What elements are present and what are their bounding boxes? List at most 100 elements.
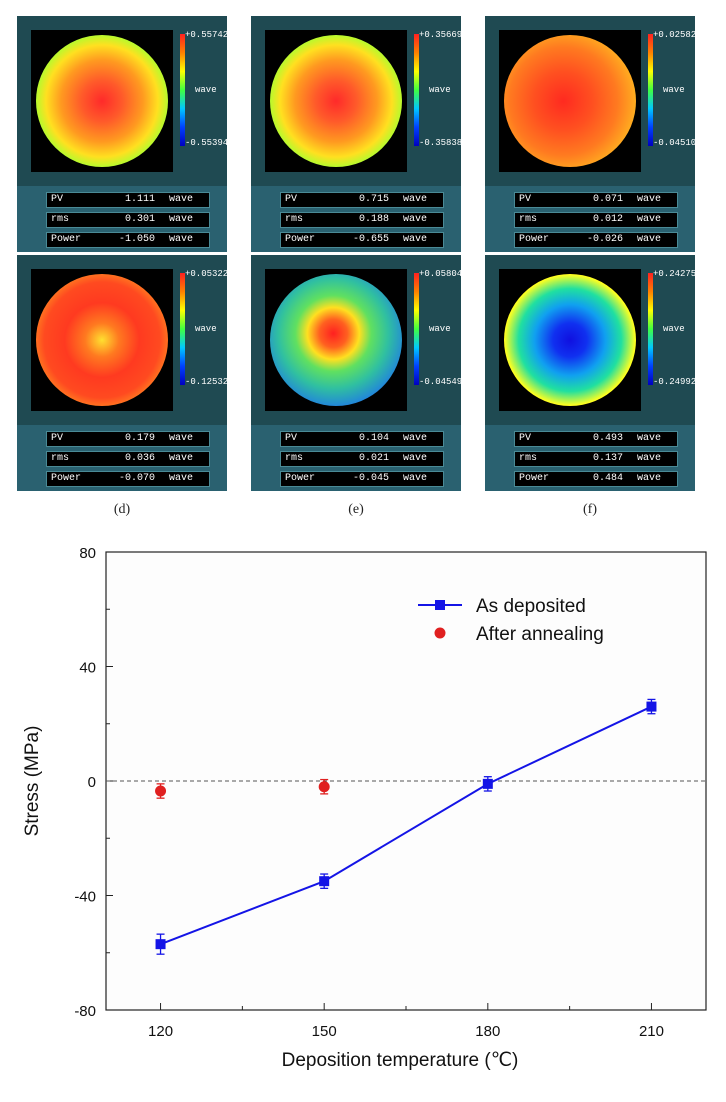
colorbar-min-label: -0.24992: [653, 377, 697, 387]
surface-map-area: +0.55742 wave -0.55394: [17, 16, 229, 186]
colorbar-max-label: +0.24275: [653, 269, 697, 279]
stat-unit: wave: [637, 194, 662, 205]
stat-value: 0.484: [592, 473, 623, 484]
stats-box: PV 0.493 wave rms 0.137 wave Power 0.484 wave: [485, 425, 695, 491]
legend-marker-after-annealing: [434, 627, 446, 639]
colorbar-max-label: +0.05322: [185, 269, 229, 279]
stats-box: PV 0.104 wave rms 0.021 wave Power -0.045 wave: [251, 425, 461, 491]
colorbar-max-label: +0.02582: [653, 30, 697, 40]
surface-disk: [270, 274, 402, 406]
stat-name: PV: [285, 194, 298, 205]
as-deposited-point: [155, 939, 166, 950]
surface-map-area: +0.24275 wave -0.24992: [485, 255, 697, 425]
colorbar-max-label: +0.35669: [419, 30, 463, 40]
stats-row: Power 0.484 wave: [514, 471, 678, 487]
stat-unit: wave: [169, 433, 194, 444]
surface-map: [499, 269, 641, 411]
colorbar: [180, 273, 185, 385]
stat-value: 0.188: [358, 214, 389, 225]
surface-map-area: +0.05322 wave -0.12532: [17, 255, 229, 425]
stats-row: PV 0.179 wave: [46, 431, 210, 447]
surface-map-area: +0.35669 wave -0.35838: [251, 16, 463, 186]
colorbar-max-label: +0.05804: [419, 269, 463, 279]
stats-row: PV 0.104 wave: [280, 431, 444, 447]
stats-row: Power -0.026 wave: [514, 232, 678, 248]
colorbar-unit-label: wave: [195, 85, 217, 95]
y-tick-label: 0: [88, 774, 96, 791]
as-deposited-point: [319, 876, 330, 887]
stats-row: PV 0.071 wave: [514, 192, 678, 208]
stat-unit: wave: [403, 453, 428, 464]
colorbar-unit-label: wave: [195, 324, 217, 334]
colorbar: [414, 34, 419, 146]
chart-marks: [155, 698, 657, 955]
stats-row: PV 0.715 wave: [280, 192, 444, 208]
stat-unit: wave: [637, 453, 662, 464]
stats-row: rms 0.036 wave: [46, 451, 210, 467]
colorbar-unit-label: wave: [429, 85, 451, 95]
stat-value: -0.070: [118, 473, 155, 484]
surface-map: [31, 30, 173, 172]
stats-box: PV 0.071 wave rms 0.012 wave Power -0.026 wave: [485, 186, 695, 252]
chart-ticks: -80 -40 0 40 80 120 150 180 210: [74, 545, 706, 1040]
surface-disk: [36, 35, 168, 167]
stat-name: Power: [285, 473, 316, 484]
stat-name: Power: [285, 234, 316, 245]
stat-unit: wave: [403, 214, 428, 225]
colorbar: [648, 273, 653, 385]
stats-row: Power -1.050 wave: [46, 232, 210, 248]
stat-name: rms: [51, 453, 70, 464]
stat-value: -0.026: [586, 234, 623, 245]
panel-c: +0.02582 wave -0.04510 PV 0.071 wave rms 0.012 w…: [485, 16, 697, 252]
stat-name: Power: [519, 473, 550, 484]
colorbar-min-label: -0.12532: [185, 377, 229, 387]
stat-value: 0.021: [358, 453, 389, 464]
stat-value: -0.655: [352, 234, 389, 245]
legend-square-as-deposited: [435, 600, 445, 610]
x-tick-label: 120: [148, 1023, 173, 1040]
colorbar-max-label: +0.55742: [185, 30, 229, 40]
stats-box: PV 1.111 wave rms 0.301 wave Power -1.050 wave: [17, 186, 227, 252]
colorbar-min-label: -0.04510: [653, 138, 697, 148]
panel-a: +0.55742 wave -0.55394 PV 1.111 wave rms 0.301 w…: [17, 16, 229, 252]
stats-box: PV 0.179 wave rms 0.036 wave Power -0.070 wave: [17, 425, 227, 491]
stats-row: Power -0.070 wave: [46, 471, 210, 487]
stat-name: PV: [519, 433, 532, 444]
as-deposited-line: [160, 705, 652, 946]
stat-name: rms: [519, 214, 538, 225]
surface-disk: [270, 35, 402, 167]
stat-value: 0.301: [124, 214, 155, 225]
stats-row: Power -0.655 wave: [280, 232, 444, 248]
stat-name: Power: [51, 473, 82, 484]
stat-value: 1.111: [124, 194, 155, 205]
stat-name: rms: [51, 214, 70, 225]
stat-unit: wave: [169, 234, 194, 245]
colorbar-min-label: -0.35838: [419, 138, 463, 148]
stats-row: rms 0.021 wave: [280, 451, 444, 467]
stat-name: rms: [285, 453, 304, 464]
panel-b: +0.35669 wave -0.35838 PV 0.715 wave rms 0.188 w…: [251, 16, 463, 252]
panel-f: +0.24275 wave -0.24992 PV 0.493 wave rms 0.137 w…: [485, 255, 697, 491]
stat-name: PV: [519, 194, 532, 205]
colorbar-min-label: -0.55394: [185, 138, 229, 148]
stats-row: rms 0.137 wave: [514, 451, 678, 467]
after-annealing-point: [318, 781, 330, 793]
stat-value: -0.045: [352, 473, 389, 484]
y-tick-label: -40: [74, 889, 96, 906]
stat-unit: wave: [637, 234, 662, 245]
stat-value: 0.104: [358, 433, 389, 444]
colorbar: [648, 34, 653, 146]
surface-map: [265, 30, 407, 172]
stat-value: 0.012: [592, 214, 623, 225]
panel-caption: (f): [583, 502, 597, 517]
stat-unit: wave: [403, 433, 428, 444]
legend: As deposited After annealing: [418, 596, 604, 645]
as-deposited-point: [482, 778, 493, 789]
colorbar: [180, 34, 185, 146]
stat-unit: wave: [169, 473, 194, 484]
stats-box: PV 0.715 wave rms 0.188 wave Power -0.655 wave: [251, 186, 461, 252]
x-tick-label: 210: [639, 1023, 664, 1040]
stats-row: PV 1.111 wave: [46, 192, 210, 208]
stat-name: rms: [519, 453, 538, 464]
y-axis-label: Stress (MPa): [22, 726, 43, 837]
